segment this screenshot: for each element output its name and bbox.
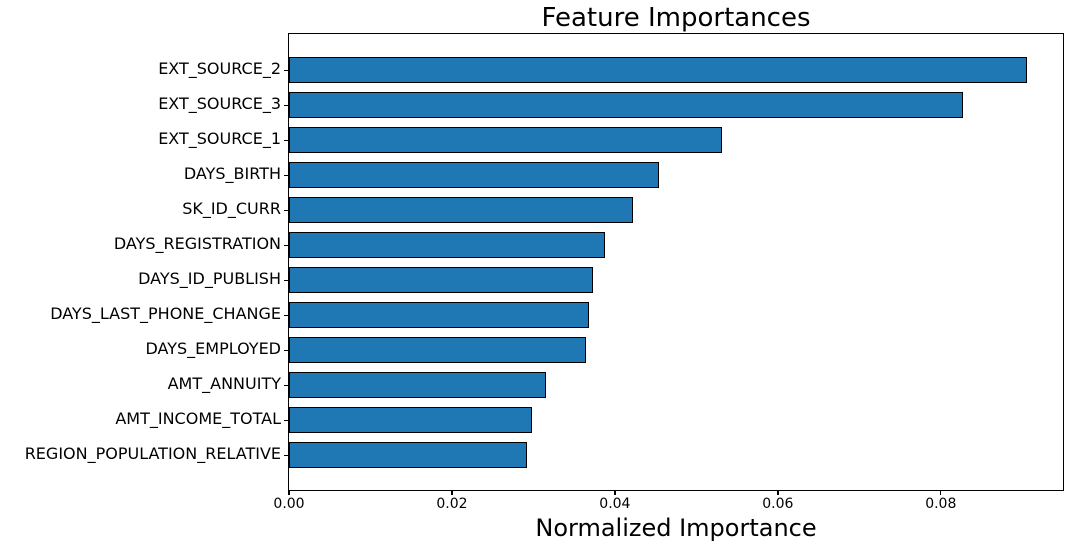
x-tick: [288, 491, 290, 495]
x-tick-label: 0.04: [599, 496, 631, 512]
y-tick-label: DAYS_EMPLOYED: [145, 339, 282, 359]
y-tick-label: EXT_SOURCE_3: [158, 94, 281, 114]
y-tick-label: EXT_SOURCE_2: [158, 59, 281, 79]
y-tick: [284, 104, 288, 106]
y-tick: [284, 384, 288, 386]
bar: [289, 372, 546, 399]
bar: [289, 442, 527, 469]
plot-area: [284, 33, 1064, 495]
bar: [289, 162, 659, 189]
y-tick-label: DAYS_REGISTRATION: [113, 234, 281, 254]
y-tick-label: SK_ID_CURR: [182, 199, 281, 219]
x-tick-label: 0.00: [273, 496, 305, 512]
bar: [289, 197, 633, 224]
y-tick: [284, 139, 288, 141]
x-tick: [451, 491, 453, 495]
chart-title: Feature Importances: [541, 3, 811, 33]
x-tick-label: 0.06: [762, 496, 794, 512]
y-tick-label: AMT_INCOME_TOTAL: [115, 409, 281, 429]
y-tick-label: DAYS_ID_PUBLISH: [138, 269, 281, 289]
y-tick-label: AMT_ANNUITY: [167, 374, 281, 394]
y-tick-label: DAYS_LAST_PHONE_CHANGE: [50, 304, 281, 324]
y-tick-label: REGION_POPULATION_RELATIVE: [24, 444, 281, 464]
bar: [289, 232, 606, 259]
x-axis-label: Normalized Importance: [535, 514, 817, 542]
bar: [289, 267, 593, 294]
y-tick: [284, 69, 288, 71]
bar: [289, 302, 589, 329]
y-tick: [284, 419, 288, 421]
x-tick: [777, 491, 779, 495]
bar: [289, 92, 963, 119]
bar: [289, 127, 722, 154]
y-tick: [284, 244, 288, 246]
y-tick: [284, 314, 288, 316]
y-tick: [284, 454, 288, 456]
y-tick: [284, 349, 288, 351]
y-tick: [284, 174, 288, 176]
x-tick: [940, 491, 942, 495]
x-tick: [614, 491, 616, 495]
y-tick-label: EXT_SOURCE_1: [158, 129, 281, 149]
bar: [289, 407, 532, 434]
y-tick: [284, 279, 288, 281]
x-tick-label: 0.02: [436, 496, 468, 512]
bar: [289, 337, 586, 364]
bar: [289, 57, 1028, 84]
x-tick-label: 0.08: [925, 496, 957, 512]
y-tick-label: DAYS_BIRTH: [183, 164, 281, 184]
y-tick: [284, 209, 288, 211]
